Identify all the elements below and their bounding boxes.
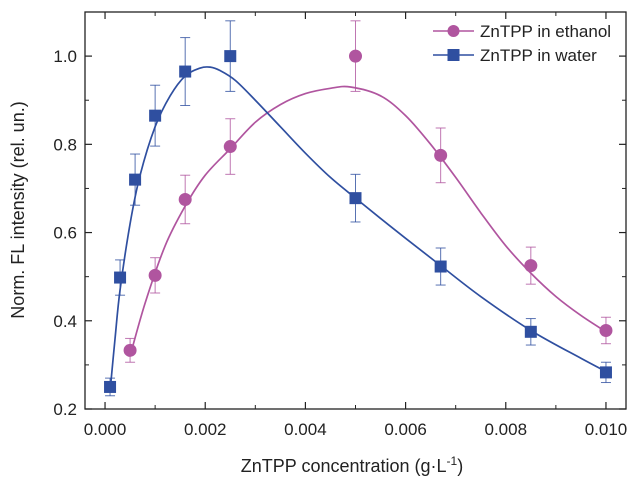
x-tick-label: 0.004 — [284, 420, 327, 439]
legend-marker-water — [447, 49, 460, 61]
x-tick-label: 0.006 — [384, 420, 427, 439]
legend-marker-ethanol — [447, 25, 460, 37]
x-tick-label: 0.008 — [485, 420, 528, 439]
data-point-water — [114, 271, 127, 284]
fit-curve-water — [109, 65, 607, 392]
legend: ZnTPP in ethanol ZnTPP in water — [433, 22, 611, 65]
data-point-water — [434, 260, 447, 273]
data-point-water — [149, 109, 162, 122]
data-point-ethanol — [599, 323, 613, 337]
x-tick-label: 0.002 — [184, 420, 227, 439]
y-tick-label: 0.4 — [53, 312, 77, 331]
data-point-ethanol — [178, 192, 192, 206]
data-point-water — [524, 325, 537, 338]
y-tick-label: 0.2 — [53, 400, 77, 419]
data-point-ethanol — [524, 259, 538, 273]
data-point-water — [104, 380, 117, 393]
data-point-water — [179, 65, 192, 78]
data-point-water — [129, 173, 142, 186]
error-bars — [105, 20, 611, 397]
x-axis-title-superscript: -1 — [447, 454, 458, 468]
x-tick-label: 0.010 — [585, 420, 628, 439]
data-point-ethanol — [434, 148, 448, 162]
data-point-ethanol — [123, 343, 137, 357]
y-axis-title: Norm. FL intensity (rel. un.) — [8, 101, 28, 318]
data-point-ethanol — [148, 268, 162, 282]
data-point-water — [349, 192, 362, 205]
data-point-ethanol — [349, 49, 362, 63]
x-axis-title: ZnTPP concentration (g·L-1) — [241, 454, 463, 476]
data-markers — [104, 49, 613, 393]
legend-label-ethanol: ZnTPP in ethanol — [480, 22, 611, 41]
y-tick-label: 0.6 — [53, 224, 77, 243]
data-point-water — [224, 50, 237, 63]
fit-curve-ethanol — [129, 85, 607, 357]
y-tick-label: 1.0 — [53, 47, 77, 66]
y-tick-label: 0.8 — [53, 135, 77, 154]
data-point-water — [599, 366, 612, 379]
legend-label-water: ZnTPP in water — [480, 46, 597, 65]
y-axis: 0.2 0.4 0.6 0.8 1.0 — [53, 47, 626, 419]
fit-curves — [109, 65, 607, 392]
data-point-ethanol — [223, 140, 237, 154]
x-axis: 0.000 0.002 0.004 0.006 0.008 0.010 — [84, 12, 627, 439]
x-tick-label: 0.000 — [84, 420, 127, 439]
